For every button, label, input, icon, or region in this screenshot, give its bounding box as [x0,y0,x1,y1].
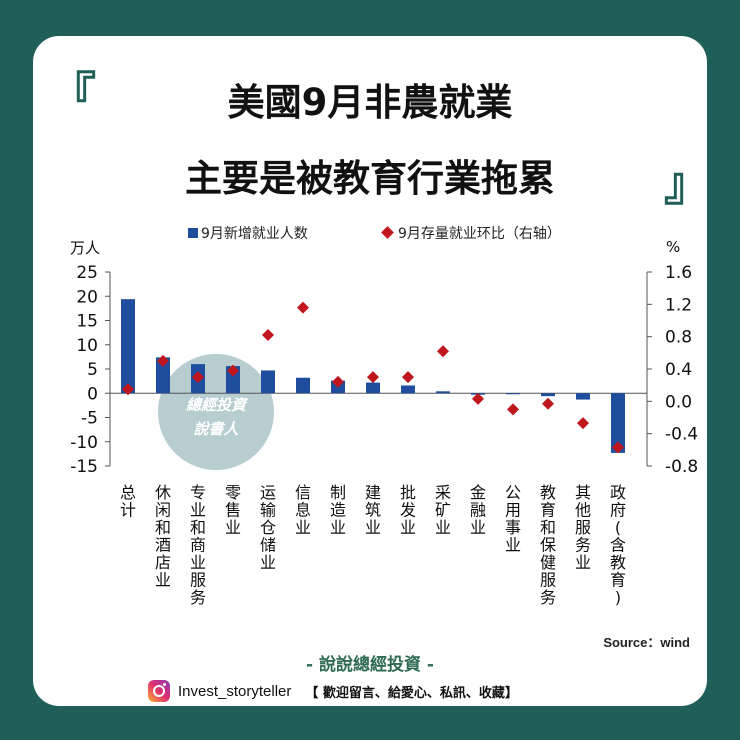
watermark-text-1: 總經投資 [185,396,249,414]
title-line-1: 美國9月非農就業 [227,81,513,124]
bar-8 [401,385,415,394]
marker-3 [227,364,239,377]
left-tick-label: 0 [87,384,98,404]
bar-12 [541,393,555,397]
source-note: Source：wind [603,635,690,650]
right-tick-label: 0.8 [665,328,692,348]
category-label-5: 信息业 [295,483,311,537]
category-label-10: 金融业 [470,483,486,537]
title-line-2: 主要是被教育行業拖累 [185,157,555,200]
category-label-13: 其他服务业 [575,483,591,572]
category-label-6: 制造业 [330,483,346,537]
left-tick-label: 20 [76,287,98,307]
category-label-14: 政府(含教育) [610,483,626,607]
right-tick-label: -0.4 [665,425,698,445]
marker-0 [122,383,134,396]
bar-7 [366,382,380,394]
bar-0 [121,299,135,394]
legend: 9月新增就业人数 9月存量就业环比（右轴） [188,226,561,242]
bar-11 [506,393,520,395]
bar-9 [436,391,450,394]
marker-10 [472,392,484,405]
category-label-2: 专业和商业服务 [190,483,206,607]
marker-8 [402,371,414,384]
category-label-1: 休闲和酒店业 [155,483,171,590]
brand-name: - 說說總經投資 - [306,655,434,675]
category-label-4: 运输仓储业 [260,483,276,572]
category-label-7: 建筑业 [365,483,381,537]
category-label-11: 公用事业 [505,483,521,555]
category-label-12: 教育和保健服务 [540,483,556,607]
bar-4 [261,370,275,394]
right-tick-label: 1.6 [665,263,692,283]
right-tick-label: -0.8 [665,457,698,477]
left-tick-label: 5 [87,360,98,380]
left-tick-label: 25 [76,263,98,283]
watermark-text-2: 說書人 [193,420,239,438]
footer: Invest_storyteller 【 歡迎留言、給愛心、私訊、收藏】 [148,678,518,704]
right-tick-label: 0.4 [665,360,692,380]
marker-9 [437,345,449,358]
close-bracket: 』 [664,157,710,211]
legend-marker-swatch [381,226,394,239]
bar-13 [576,393,590,400]
marker-11 [507,403,519,416]
right-axis-unit: % [666,238,680,256]
bar-5 [296,377,310,394]
marker-6 [332,375,344,388]
marker-5 [297,301,309,314]
legend-bar-label: 9月新增就业人数 [201,226,308,242]
marker-7 [367,371,379,384]
left-tick-label: 15 [76,312,98,332]
content-card [33,36,707,706]
left-tick-label: -15 [70,457,98,477]
right-tick-label: 1.2 [665,295,692,315]
category-label-8: 批发业 [400,483,416,537]
instagram-icon [148,680,170,702]
category-label-3: 零售业 [225,483,241,537]
left-tick-label: -5 [81,409,98,429]
right-tick-label: 0.0 [665,392,692,412]
x-labels: 总计 休闲和酒店业 专业和商业服务 零售业 运输仓储业 信息业 制造业 建筑业 批发业 采矿业 金融… [120,483,626,607]
legend-bar-swatch [188,228,198,238]
left-tick-label: -10 [70,433,98,453]
category-label-0: 总计 [120,483,136,520]
instagram-handle[interactable]: Invest_storyteller [178,682,292,700]
bar-14 [611,393,625,453]
marker-2 [192,371,204,384]
markers [122,301,624,454]
watermark: 總經投資 說書人 [158,354,274,470]
marker-13 [577,417,589,430]
marker-12 [542,397,554,410]
footer-slogan: 【 歡迎留言、給愛心、私訊、收藏】 [305,685,518,701]
left-tick-label: 10 [76,336,98,356]
open-bracket: 『 [50,67,96,121]
category-label-9: 采矿业 [435,483,451,537]
marker-1 [157,354,169,367]
legend-marker-label: 9月存量就业环比（右轴） [398,226,561,242]
axes: 25 20 15 10 5 0 -5 -10 -15 1.6 1.2 0.8 0.4 0.0 -0.4 -0.… [70,263,698,477]
left-axis-unit: 万人 [70,239,100,257]
watermark-circle [158,354,274,470]
bar-1 [156,357,170,394]
marker-14 [612,441,624,454]
marker-4 [262,329,274,342]
